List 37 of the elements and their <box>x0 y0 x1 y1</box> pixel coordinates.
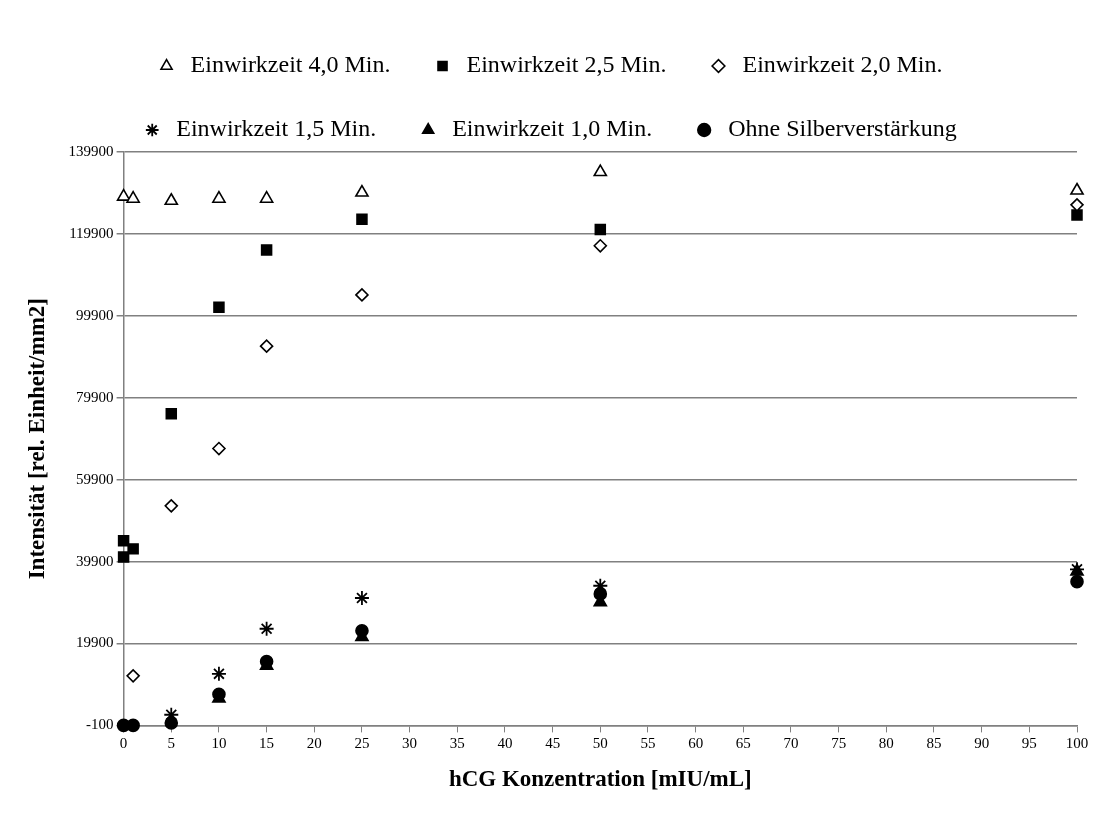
x-tick-label: 65 <box>735 735 751 752</box>
x-tick-label: 50 <box>592 735 608 752</box>
y-tick-label: 19900 <box>76 634 114 651</box>
x-tick-label: 80 <box>878 735 894 752</box>
x-tick-label: 15 <box>259 735 275 752</box>
x-tick-label: 5 <box>167 735 176 752</box>
y-tick-label: 39900 <box>76 552 114 569</box>
x-tick-label: 40 <box>497 735 513 752</box>
x-axis-title: hCG Konzentration [mIU/mL] <box>448 766 752 792</box>
x-tick-label: 70 <box>783 735 799 752</box>
y-tick-label: 59900 <box>76 470 114 487</box>
x-tick-label: 45 <box>545 735 561 752</box>
x-tick-label: 30 <box>402 735 418 752</box>
legend-label: Einwirkzeit 2,0 Min. <box>742 51 943 78</box>
x-tick-label: 90 <box>974 735 990 752</box>
y-tick-label: 119900 <box>69 224 114 241</box>
x-tick-label: 75 <box>831 735 847 752</box>
y-tick-label: 99900 <box>76 306 114 323</box>
x-tick-label: 95 <box>1021 735 1037 752</box>
x-tick-label: 25 <box>354 735 370 752</box>
legend-label: Einwirkzeit 1,0 Min. <box>452 115 653 142</box>
x-tick-label: 85 <box>926 735 942 752</box>
y-tick-label: -100 <box>86 716 114 733</box>
x-tick-label: 10 <box>211 735 227 752</box>
legend-label: Einwirkzeit 1,5 Min. <box>176 115 377 142</box>
x-tick-label: 35 <box>449 735 465 752</box>
y-tick-label: 79900 <box>76 388 114 405</box>
legend-label: Ohne Silberverstärkung <box>728 115 957 142</box>
legend-label: Einwirkzeit 2,5 Min. <box>466 51 667 78</box>
x-tick-label: 55 <box>640 735 656 752</box>
x-tick-label: 100 <box>1065 735 1089 752</box>
y-axis-title: Intensität [rel. Einheit/mm2] <box>23 298 49 580</box>
y-tick-label: 139900 <box>68 142 114 159</box>
legend-label: Einwirkzeit 4,0 Min. <box>190 51 391 78</box>
x-tick-label: 20 <box>306 735 322 752</box>
x-tick-label: 0 <box>119 735 128 752</box>
x-tick-label: 60 <box>688 735 704 752</box>
